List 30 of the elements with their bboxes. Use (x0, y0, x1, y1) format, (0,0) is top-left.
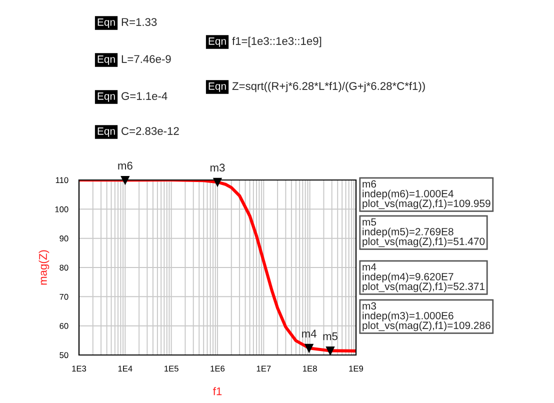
x-tick-label: 1E5 (164, 366, 178, 372)
x-tick-label: 1E4 (118, 366, 132, 372)
text: Eqn Z=sqrt((R+j*6.28*L*f1)/(G+j*6.28*C*f1)) (208, 82, 425, 92)
x-tick-label: 1E6 (210, 366, 225, 372)
text: m4 indep(m4)=9.620E7 plot_vs(mag(Z),f1)=52.371 (362, 263, 485, 292)
text: m3 indep(m3)=1.000E6 plot_vs(mag(Z),f1)=109.286 (362, 302, 490, 332)
text: m6 indep(m6)=1.000E4 plot_vs(mag(Z),f1)=109.959 (362, 180, 490, 210)
text: Eqn f1=[1e3::1e3::1e9] (208, 36, 322, 48)
x-axis-title: f1 (213, 387, 222, 396)
text: Eqn G=1.1e-4 (98, 92, 168, 102)
text: m5 indep(m5)=2.769E8 plot_vs(mag(Z),f1)=51.470 (362, 218, 485, 248)
text: Eqn C=2.83e-12 (98, 127, 179, 137)
y-axis-title: mag(Z) (38, 250, 50, 285)
text: Eqn R=1.33 (98, 18, 157, 28)
annotation: m3 (210, 164, 225, 172)
y-tick-label: 60 (60, 323, 68, 329)
x-tick-label: 1E7 (256, 366, 271, 372)
y-tick-label: 70 (60, 294, 68, 300)
annotation: m6 (118, 162, 132, 170)
y-tick-label: 50 (60, 352, 68, 358)
y-tick-label: 90 (60, 236, 68, 242)
text: Eqn L=7.46e-9 (98, 55, 171, 65)
annotation: m5 (323, 332, 338, 340)
y-tick-label: 100 (55, 206, 68, 212)
y-tick-label: 110 (56, 177, 68, 184)
x-tick-label: 1E9 (349, 366, 364, 372)
y-tick-label: 80 (60, 264, 68, 271)
x-tick-label: 1E8 (303, 366, 317, 372)
annotation: m4 (302, 330, 316, 338)
x-tick-label: 1E3 (72, 366, 86, 372)
